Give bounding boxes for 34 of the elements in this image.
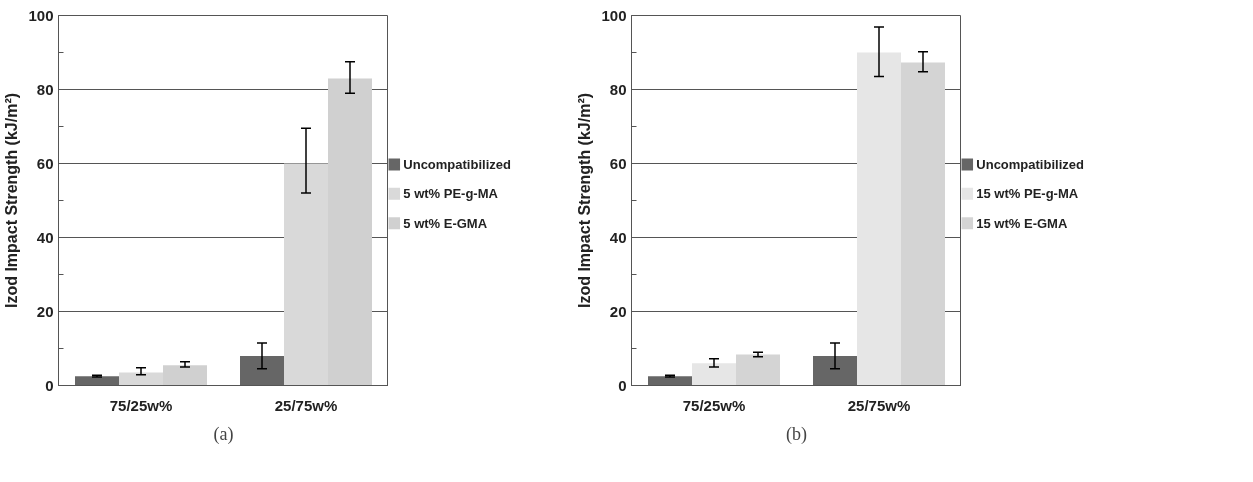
legend-label: 5 wt% E-GMA bbox=[403, 215, 488, 231]
y-tick-label: 0 bbox=[45, 376, 54, 394]
x-tick-label: 25/75w% bbox=[847, 396, 911, 414]
y-tick-label: 40 bbox=[36, 228, 54, 246]
legend-label: Uncompatibilized bbox=[403, 156, 511, 172]
y-axis-title: Izod Impact Strength (kJ/m²) bbox=[3, 92, 21, 309]
y-tick-label: 100 bbox=[601, 6, 627, 24]
y-tick-label: 20 bbox=[609, 302, 627, 320]
legend-label: Uncompatibilized bbox=[976, 156, 1084, 172]
legend-label: 15 wt% PE-g-MA bbox=[976, 186, 1079, 202]
bar bbox=[901, 62, 945, 386]
text: (a) bbox=[213, 423, 234, 445]
y-tick-label: 80 bbox=[609, 80, 627, 98]
bar bbox=[648, 376, 692, 386]
bar bbox=[857, 52, 901, 386]
y-tick-label: 60 bbox=[36, 154, 54, 172]
y-tick-label: 80 bbox=[36, 80, 54, 98]
x-tick-label: 25/75w% bbox=[274, 396, 338, 414]
x-tick-label: 75/25w% bbox=[109, 396, 173, 414]
text: (b) bbox=[786, 423, 808, 445]
y-tick-label: 60 bbox=[609, 154, 627, 172]
y-tick-label: 0 bbox=[618, 376, 627, 394]
x-tick-label: 75/25w% bbox=[682, 396, 746, 414]
bar bbox=[240, 355, 284, 386]
legend-label: 15 wt% E-GMA bbox=[976, 215, 1068, 231]
y-tick-label: 100 bbox=[28, 6, 54, 24]
bar bbox=[692, 363, 736, 386]
legend-label: 5 wt% PE-g-MA bbox=[403, 186, 499, 202]
bar bbox=[813, 355, 857, 386]
y-tick-label: 40 bbox=[609, 228, 627, 246]
bar bbox=[75, 376, 119, 386]
y-tick-label: 20 bbox=[36, 302, 54, 320]
y-axis-title: Izod Impact Strength (kJ/m²) bbox=[576, 92, 594, 309]
bar bbox=[736, 354, 780, 386]
